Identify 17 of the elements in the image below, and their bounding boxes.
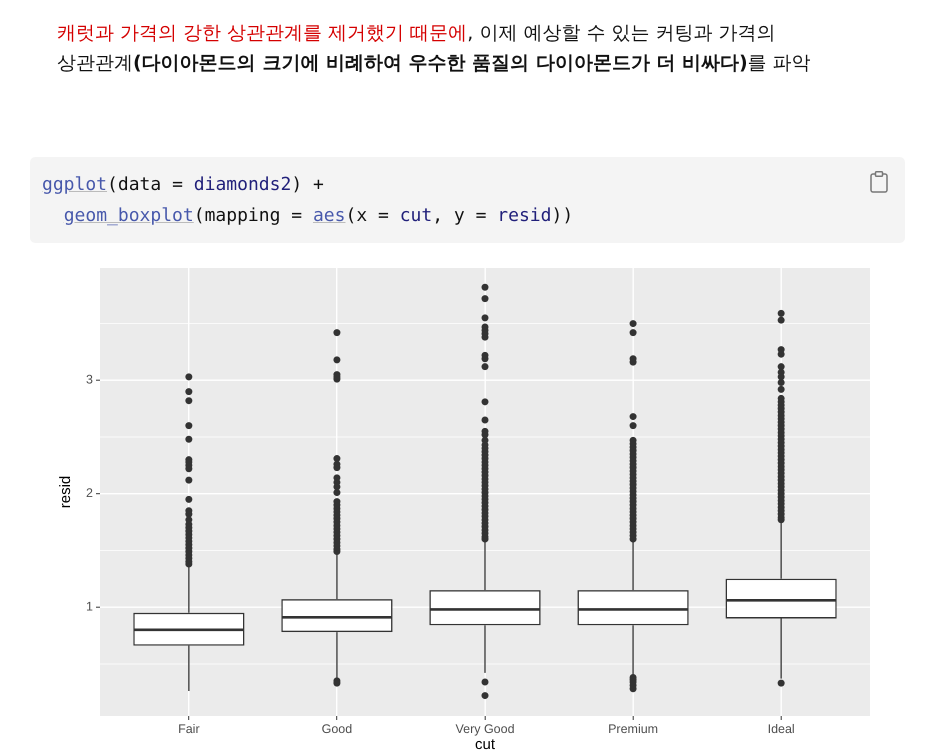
text: , 이제 예상할 수 있는 커팅과 가격의: [467, 22, 776, 44]
text: 를 파악: [748, 52, 811, 74]
text: geom_boxplot(mapping = aes(x = cut, y = resid)): [64, 205, 574, 226]
x-tick-label: Ideal: [768, 722, 795, 736]
y-tick-label: 3: [86, 372, 94, 387]
x-tick-label: Fair: [178, 722, 200, 736]
y-tick-label: 2: [86, 486, 94, 500]
x-tick-label: Good: [322, 722, 352, 736]
text: ggplot(data = diamonds2) +: [42, 173, 325, 197]
y-axis-title: resid: [57, 476, 74, 508]
x-axis-title: cut: [474, 736, 496, 754]
text: 캐럿과 가격의 강한 상관관계를 제거했기 때문에: [57, 22, 468, 44]
text: (다이아몬드의 크기에 비례하여 우수한 품질의 다이아몬드가 더 비싸다): [133, 52, 748, 74]
x-tick-label: Very Good: [455, 722, 515, 736]
x-tick-label: Premium: [608, 722, 658, 736]
text: 상관관계: [57, 52, 133, 74]
y-tick-label: 1: [86, 600, 94, 614]
